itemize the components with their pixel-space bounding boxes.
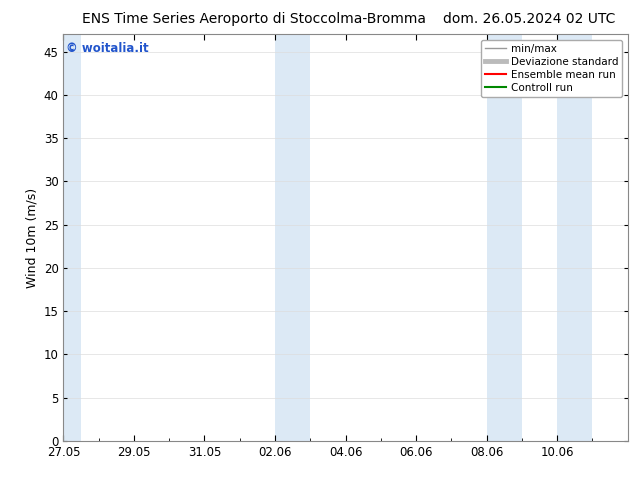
Bar [63, 34, 81, 441]
Bar [275, 34, 310, 441]
Y-axis label: Wind 10m (m/s): Wind 10m (m/s) [25, 188, 38, 288]
Bar [557, 34, 592, 441]
Text: dom. 26.05.2024 02 UTC: dom. 26.05.2024 02 UTC [443, 12, 615, 26]
Text: © woitalia.it: © woitalia.it [66, 43, 149, 55]
Legend: min/max, Deviazione standard, Ensemble mean run, Controll run: min/max, Deviazione standard, Ensemble m… [481, 40, 623, 97]
Bar [487, 34, 522, 441]
Text: ENS Time Series Aeroporto di Stoccolma-Bromma: ENS Time Series Aeroporto di Stoccolma-B… [82, 12, 427, 26]
